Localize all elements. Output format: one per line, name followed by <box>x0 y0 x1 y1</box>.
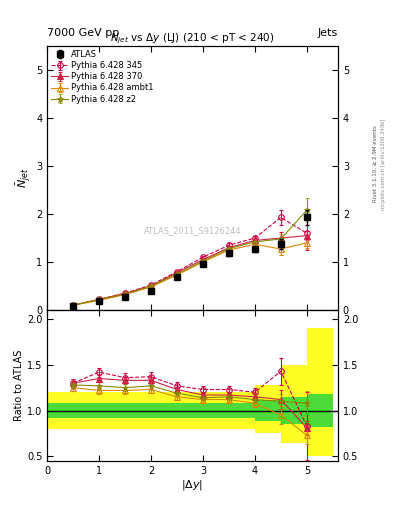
Text: Rivet 3.1.10, ≥ 2.9M events: Rivet 3.1.10, ≥ 2.9M events <box>373 125 378 202</box>
Text: ATLAS_2011_S9126244: ATLAS_2011_S9126244 <box>144 226 241 236</box>
Text: Jets: Jets <box>318 28 338 38</box>
Text: 7000 GeV pp: 7000 GeV pp <box>47 28 119 38</box>
Legend: ATLAS, Pythia 6.428 345, Pythia 6.428 370, Pythia 6.428 ambt1, Pythia 6.428 z2: ATLAS, Pythia 6.428 345, Pythia 6.428 37… <box>50 49 156 105</box>
Title: $N_{jet}$ vs $\Delta y$ (LJ) (210 < pT < 240): $N_{jet}$ vs $\Delta y$ (LJ) (210 < pT <… <box>110 32 275 46</box>
Text: mcplots.cern.ch [arXiv:1306.3436]: mcplots.cern.ch [arXiv:1306.3436] <box>381 118 386 209</box>
Y-axis label: $\bar{N}_{jet}$: $\bar{N}_{jet}$ <box>15 168 33 188</box>
Y-axis label: Ratio to ATLAS: Ratio to ATLAS <box>14 350 24 421</box>
X-axis label: |$\Delta y$|: |$\Delta y$| <box>182 478 204 493</box>
